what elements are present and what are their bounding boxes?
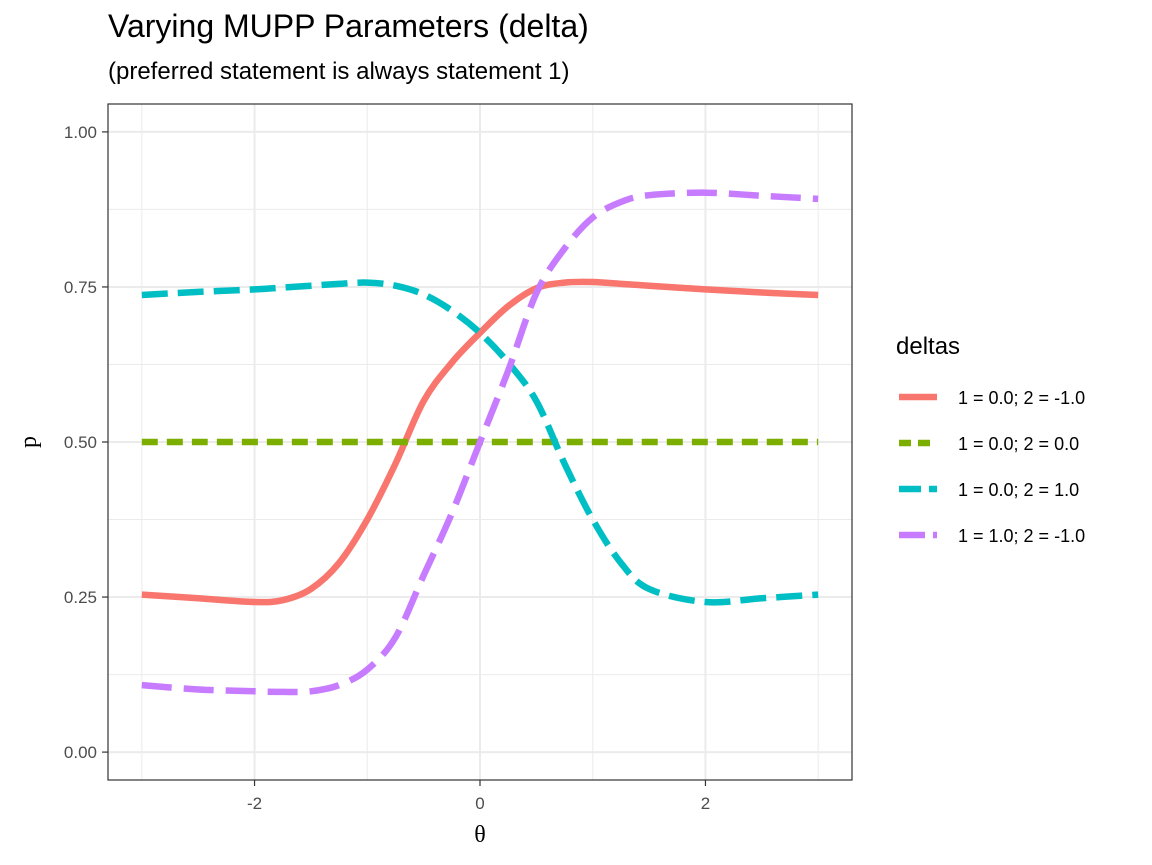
chart-title: Varying MUPP Parameters (delta): [108, 8, 589, 44]
x-tick-label: 0: [475, 794, 484, 813]
y-tick-label: 1.00: [64, 123, 97, 142]
legend-label-1: 1 = 0.0; 2 = -1.0: [958, 388, 1085, 408]
series-line-3: [141, 279, 819, 606]
series-line-4: [141, 189, 819, 696]
legend-label-2: 1 = 0.0; 2 = 0.0: [958, 434, 1079, 454]
y-tick-label: 0.25: [64, 588, 97, 607]
x-tick-label: -2: [247, 794, 262, 813]
x-axis: -2 0 2: [247, 780, 710, 813]
y-tick-label: 0.00: [64, 743, 97, 762]
x-axis-title: θ: [474, 822, 486, 848]
y-tick-label: 0.50: [64, 433, 97, 452]
series-lines: [141, 189, 819, 696]
x-tick-label: 2: [701, 794, 710, 813]
chart-subtitle: (preferred statement is always statement…: [108, 58, 570, 85]
legend-label-3: 1 = 0.0; 2 = 1.0: [958, 480, 1079, 500]
y-tick-label: 0.75: [64, 278, 97, 297]
y-axis-title: p: [16, 436, 42, 448]
legend-label-4: 1 = 1.0; 2 = -1.0: [958, 526, 1085, 546]
y-axis: 0.00 0.25 0.50 0.75 1.00: [64, 123, 108, 762]
legend: 1 = 0.0; 2 = -1.0 1 = 0.0; 2 = 0.0 1 = 0.0…: [899, 388, 1085, 546]
legend-title: deltas: [896, 333, 960, 360]
series-line-1: [141, 278, 819, 606]
